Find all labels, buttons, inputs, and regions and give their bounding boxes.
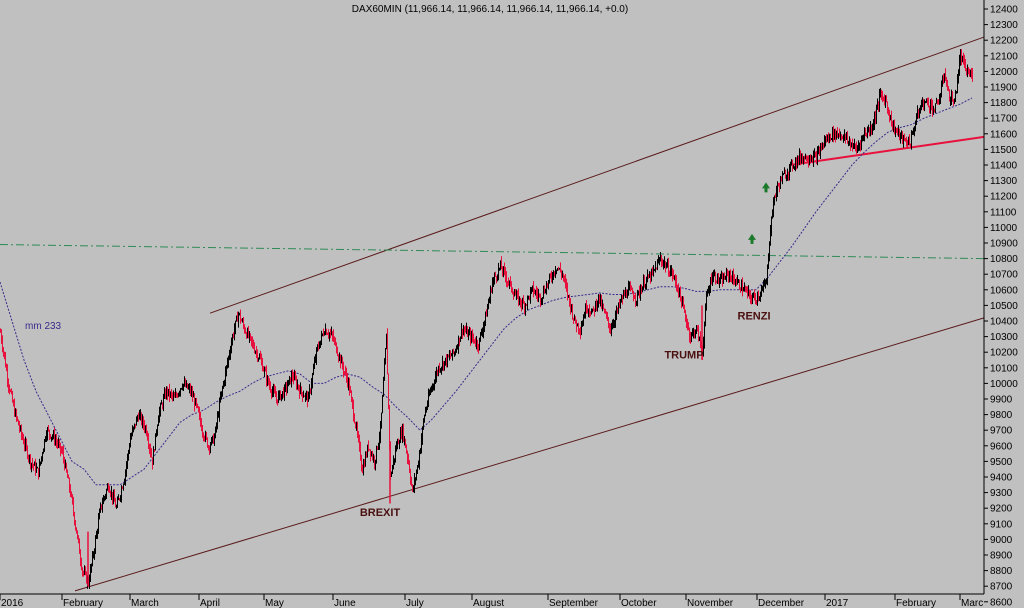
arrows [748,182,770,244]
y-tick-label: 11000 [990,223,1018,234]
y-tick-label: 11300 [990,176,1018,187]
x-tick-label: 2016 [1,598,24,608]
trendline-support [789,135,985,166]
trendline-resistance [0,244,985,260]
y-tick-label: 11700 [990,114,1018,125]
x-tick-label: June [334,598,356,608]
y-tick-label: 11900 [990,83,1018,94]
up-arrow-icon [762,182,770,193]
y-tick-label: 9100 [990,519,1013,530]
x-tick-label: September [549,598,599,608]
y-tick-label: 8800 [990,566,1013,577]
trendline-upper-channel [209,36,985,314]
y-tick-label: 8900 [990,551,1013,562]
trendline-lower-channel [74,317,985,592]
y-tick-label: 10600 [990,285,1018,296]
x-tick-label: November [687,598,734,608]
y-tick-label: 11800 [990,98,1018,109]
y-tick-label: 10000 [990,379,1018,390]
y-tick-label: 11200 [990,192,1018,203]
chart-title: DAX60MIN (11,966.14, 11,966.14, 11,966.1… [352,4,628,15]
y-tick-label: 12200 [990,36,1018,47]
plot-background [0,0,984,594]
y-tick-label: 9600 [990,441,1013,452]
y-tick-label: 9300 [990,488,1013,499]
y-tick-label: 8700 [990,582,1013,593]
y-tick-label: 11400 [990,161,1018,172]
y-tick-label: 11600 [990,129,1018,140]
x-tick-label: 2017 [826,598,849,608]
y-tick-label: 9400 [990,473,1013,484]
annotation-renzi: RENZI [738,310,771,322]
x-tick-label: July [406,598,424,608]
y-tick-label: 9900 [990,395,1013,406]
y-tick-label: 12100 [990,51,1018,62]
y-tick-label: 9800 [990,410,1013,421]
y-tick-label: 10700 [990,270,1018,281]
annotations: BREXIT TRUMP RENZI mm 233 [25,310,771,519]
y-tick-label: 11500 [990,145,1018,156]
y-tick-label: 10900 [990,239,1018,250]
y-tick-label: 8600 [990,597,1013,608]
y-tick-label: 12000 [990,67,1018,78]
y-tick-label: 10100 [990,363,1018,374]
trendlines [0,36,985,592]
y-tick-label: 9500 [990,457,1013,468]
y-tick-label: 9700 [990,426,1013,437]
y-tick-label: 10200 [990,348,1018,359]
annotation-brexit: BREXIT [360,507,401,519]
x-tick-label: May [265,598,284,608]
up-arrow-icon [748,233,756,244]
y-tick-label: 10500 [990,301,1018,312]
x-tick-label: April [200,598,220,608]
y-tick-label: 12400 [990,5,1018,16]
x-tick-label: February [63,598,103,608]
x-tick-label: February [896,598,936,608]
x-tick-label: March [131,598,159,608]
annotation-mm-233: mm 233 [25,321,62,332]
x-tick-label: Marc [961,598,983,608]
x-tick-label: December [758,598,805,608]
y-tick-label: 12300 [990,20,1018,31]
price-series [0,49,973,590]
y-tick-label: 10800 [990,254,1018,265]
x-axis: 2016 February March April May June July August S… [0,594,983,608]
y-tick-label: 9200 [990,504,1013,515]
x-tick-label: August [473,598,504,608]
y-axis: 8500860087008800890090009100920093009400… [984,5,1018,608]
y-tick-label: 10400 [990,317,1018,328]
y-tick-label: 9000 [990,535,1013,546]
y-tick-label: 11100 [990,207,1017,218]
annotation-trump: TRUMP [664,349,703,361]
y-tick-label: 10300 [990,332,1018,343]
x-tick-label: October [621,598,657,608]
